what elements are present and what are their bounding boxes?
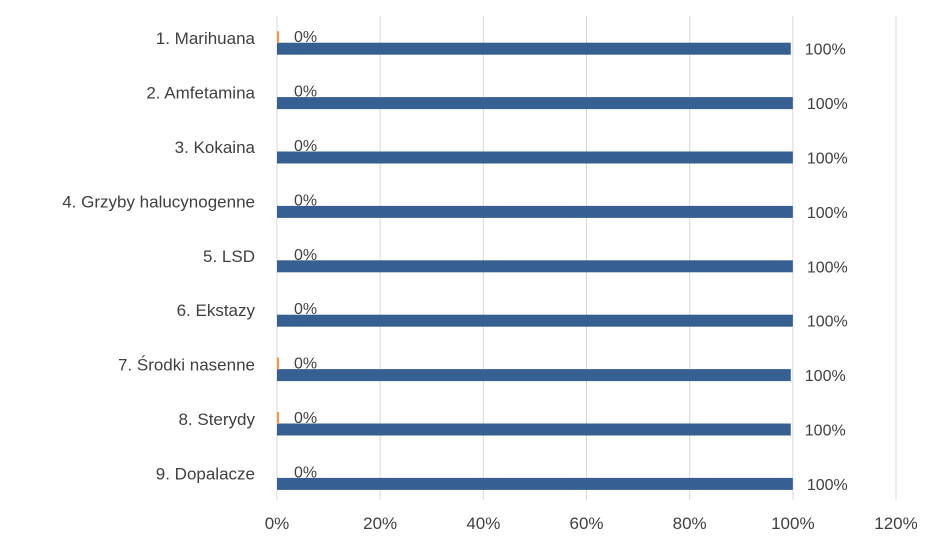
bar-series-1 (277, 151, 793, 164)
bar-series-1 (277, 477, 793, 490)
data-label-series-2: 0% (294, 301, 317, 318)
data-label-series-1: 100% (805, 42, 846, 59)
data-label-series-2: 0% (294, 464, 317, 481)
bar-series-1 (277, 205, 793, 218)
data-label-series-2: 0% (294, 84, 317, 101)
bar-series-1 (277, 42, 791, 55)
bar-series-1 (277, 423, 791, 436)
category-label: 7. Środki nasenne (118, 356, 255, 375)
category-label: 3. Kokaina (175, 138, 256, 157)
category-label: 4. Grzyby halucynogenne (62, 192, 255, 211)
data-label-series-1: 100% (807, 205, 848, 222)
data-label-series-2: 0% (294, 356, 317, 373)
data-label-series-2: 0% (294, 138, 317, 155)
data-label-series-2: 0% (294, 29, 317, 46)
data-label-series-1: 100% (807, 96, 848, 113)
data-label-series-1: 100% (807, 259, 848, 276)
bar-series-2 (277, 357, 280, 370)
bar-series-1 (277, 314, 793, 327)
data-label-series-1: 100% (807, 151, 848, 168)
gridlines (276, 16, 897, 500)
category-label: 2. Amfetamina (146, 84, 255, 103)
category-label: 6. Ekstazy (177, 301, 256, 320)
data-label-series-2: 0% (294, 410, 317, 427)
data-label-series-1: 100% (805, 423, 846, 440)
bar-series-1 (277, 260, 793, 273)
bar-series-1 (277, 369, 791, 382)
bar-series-1 (277, 97, 793, 110)
data-label-series-2: 0% (294, 192, 317, 209)
category-label: 1. Marihuana (156, 29, 256, 48)
bar-series-2 (277, 412, 280, 424)
category-label: 5. LSD (203, 247, 255, 266)
bar-series-2 (277, 31, 280, 44)
data-label-series-1: 100% (805, 368, 846, 385)
category-label: 9. Dopalacze (156, 464, 255, 483)
data-label-series-2: 0% (294, 247, 317, 264)
category-label: 8. Sterydy (178, 410, 255, 429)
labels: 0% 20% 40% 60% 80% 100% 120% 1. Marihuana 100% 0%… (62, 29, 918, 533)
data-label-series-1: 100% (807, 314, 848, 331)
x-tick-label: 60% (569, 514, 603, 533)
x-tick-label: 0% (265, 514, 290, 533)
bars (277, 31, 793, 490)
x-tick-label: 20% (363, 514, 397, 533)
data-label-series-1: 100% (807, 477, 848, 494)
x-tick-label: 40% (466, 514, 500, 533)
x-tick-label: 80% (673, 514, 707, 533)
x-tick-label: 120% (874, 514, 917, 533)
x-tick-label: 100% (771, 514, 814, 533)
